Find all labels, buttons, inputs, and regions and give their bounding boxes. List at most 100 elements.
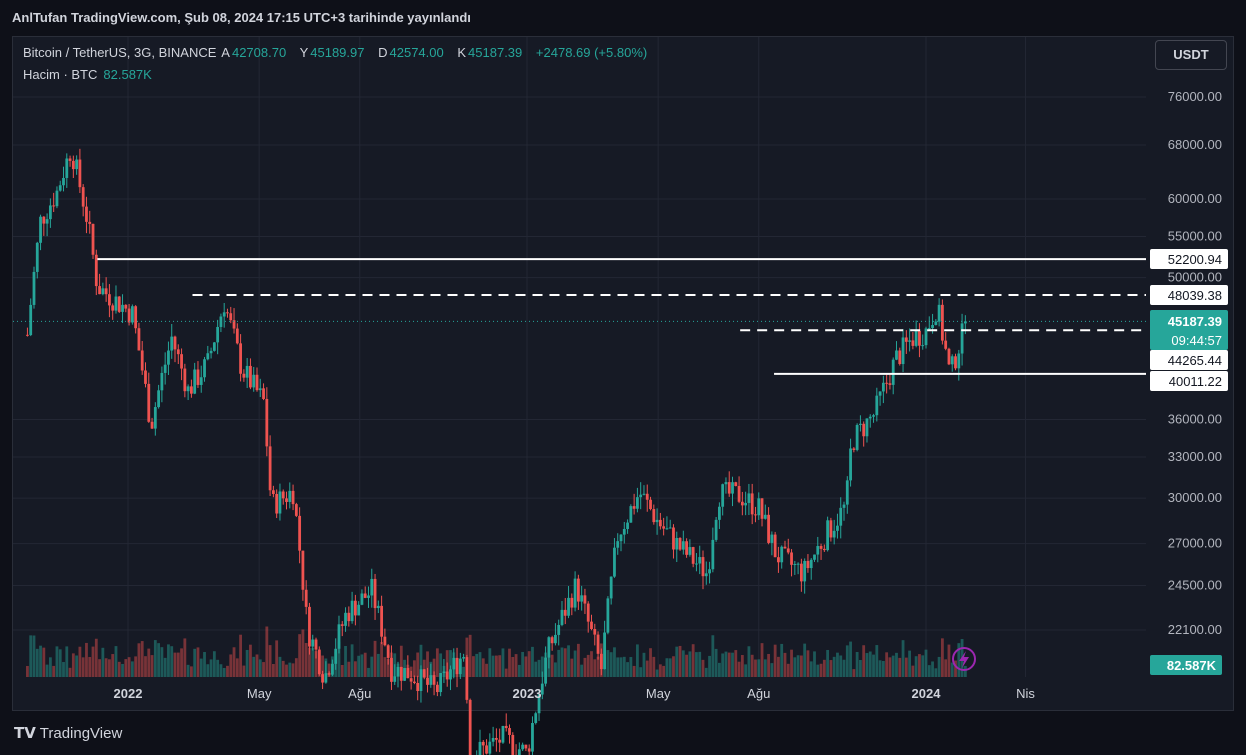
volume-bar xyxy=(140,641,144,677)
candle-body xyxy=(701,557,705,577)
volume-bar xyxy=(409,666,413,677)
volume-bar xyxy=(711,635,715,677)
volume-bar xyxy=(468,634,472,677)
candle-body xyxy=(606,598,610,633)
tradingview-brand: TradingView xyxy=(39,725,123,742)
volume-bar xyxy=(449,650,452,677)
candle-body xyxy=(468,699,472,755)
volume-bar xyxy=(370,656,374,677)
candle-body xyxy=(783,546,787,549)
candle-body xyxy=(134,306,138,329)
candle-body xyxy=(294,504,298,516)
candle-body xyxy=(855,424,859,450)
candle-body xyxy=(308,606,311,647)
candle-body xyxy=(452,657,456,670)
volume-bar xyxy=(881,660,885,677)
candle-body xyxy=(229,313,233,321)
candle-body xyxy=(334,648,338,664)
volume-bar xyxy=(108,659,111,677)
candle-body xyxy=(573,578,577,608)
candle-body xyxy=(193,369,197,394)
volume-bar xyxy=(432,658,436,677)
volume-bar xyxy=(619,657,623,677)
candle-body xyxy=(862,423,866,437)
candle-body xyxy=(367,595,370,598)
volume-bar xyxy=(806,650,810,677)
candle-body xyxy=(485,745,488,754)
volume-bar xyxy=(419,644,423,677)
candle-body xyxy=(157,390,161,408)
candle-body xyxy=(737,486,741,502)
volume-bar xyxy=(898,657,902,677)
volume-bar xyxy=(921,655,925,677)
candle-body xyxy=(570,597,574,608)
candle-body xyxy=(675,537,679,550)
candle-body xyxy=(583,595,587,604)
candle-body xyxy=(337,624,341,649)
volume-bar xyxy=(626,662,629,677)
price-label-box xyxy=(1150,371,1228,391)
volume-bar xyxy=(157,643,161,677)
time-tick-label: May xyxy=(247,686,272,701)
candle-body xyxy=(373,578,377,609)
candle-body xyxy=(432,675,436,685)
volume-bar xyxy=(895,652,898,677)
volume-bar xyxy=(606,650,610,677)
volume-bar xyxy=(731,652,734,677)
volume-bar xyxy=(255,654,259,677)
volume-bar xyxy=(911,665,915,677)
volume-bar xyxy=(45,664,49,677)
volume-bar xyxy=(422,659,426,677)
volume-bar xyxy=(439,653,443,677)
time-tick-label: Ağu xyxy=(348,686,371,701)
volume-bar xyxy=(773,644,777,677)
volume-bar xyxy=(498,655,502,677)
close-value: 45187.39 xyxy=(468,45,523,60)
candle-body xyxy=(678,537,682,550)
candle-body xyxy=(531,722,534,752)
candle-body xyxy=(104,288,108,295)
candle-body xyxy=(865,418,869,437)
candle-body xyxy=(576,578,580,602)
time-tick-label: 2022 xyxy=(114,686,143,701)
volume-bar xyxy=(75,655,79,677)
candle-body xyxy=(78,159,82,188)
volume-bar xyxy=(954,660,957,677)
volume-bar xyxy=(137,643,141,677)
volume-bar xyxy=(770,663,774,677)
volume-bar xyxy=(229,654,233,677)
volume-bar xyxy=(550,654,554,677)
volume-bar xyxy=(26,665,29,677)
currency-button[interactable]: USDT xyxy=(1155,40,1227,70)
candle-body xyxy=(918,330,921,346)
volume-bar xyxy=(849,641,852,677)
volume-bar xyxy=(747,646,751,677)
volume-bar xyxy=(232,647,236,677)
volume-bar xyxy=(39,645,42,677)
volume-bar xyxy=(183,638,187,677)
volume-bar xyxy=(321,655,324,677)
candle-body xyxy=(547,637,551,658)
volume-bar xyxy=(160,647,164,677)
time-tick-label: 2024 xyxy=(912,686,942,701)
candle-body xyxy=(130,306,134,323)
price-tick-label: 50000.00 xyxy=(1168,270,1222,285)
volume-bar xyxy=(691,644,695,677)
volume-bar xyxy=(777,656,780,677)
volume-bar xyxy=(416,652,420,677)
volume-bar xyxy=(390,652,393,677)
volume-bar xyxy=(891,655,895,677)
volume-bar xyxy=(91,646,95,677)
volume-bar xyxy=(68,667,72,677)
volume-bar xyxy=(963,665,967,677)
candle-body xyxy=(71,160,75,170)
candle-body xyxy=(911,340,915,346)
tradingview-logo[interactable]: TV TradingView xyxy=(14,724,122,742)
candle-body xyxy=(639,494,643,498)
candle-body xyxy=(609,576,613,599)
candle-body xyxy=(235,328,239,344)
candle-body xyxy=(672,527,675,550)
volume-bar xyxy=(570,658,574,677)
candle-body xyxy=(540,683,544,695)
